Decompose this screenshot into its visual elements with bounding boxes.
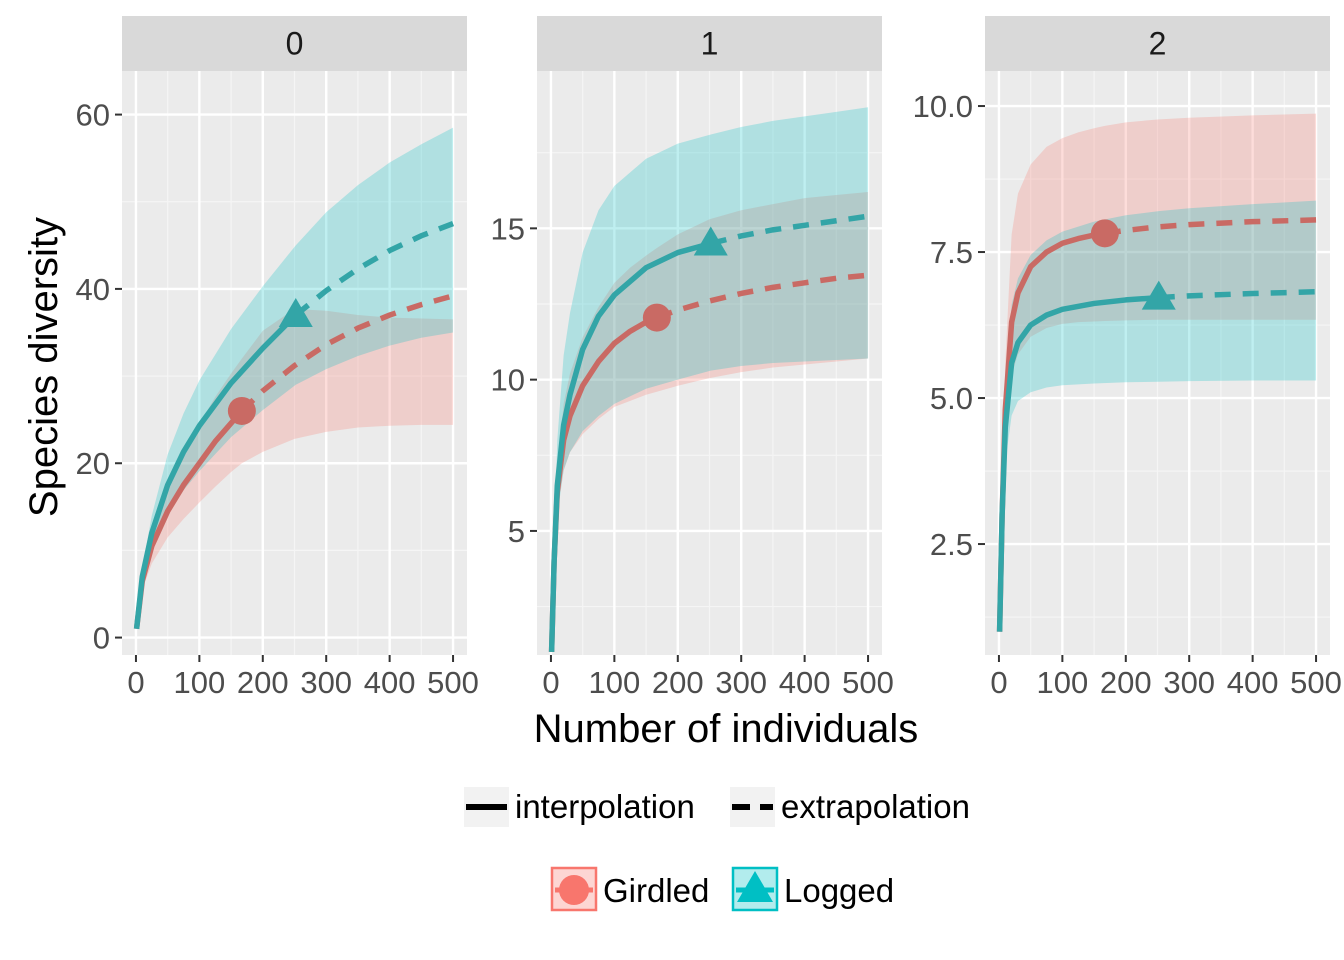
observed-point-girdled: [227, 396, 256, 425]
confidence-band-girdled: [136, 308, 454, 629]
legend-label-extrapolation: extrapolation: [781, 788, 970, 825]
x-tick-label: 200: [652, 665, 704, 700]
group-legend: Girdled Logged: [550, 866, 894, 912]
x-tick-label: 100: [589, 665, 641, 700]
legend-label-interpolation: interpolation: [515, 788, 695, 825]
x-tick-label: 400: [1227, 665, 1279, 700]
x-tick-label: 0: [990, 665, 1007, 700]
extrapolation-line-girdled: [1104, 217, 1317, 237]
y-axis-title: Species diversity: [22, 217, 66, 517]
y-tick-label: 60: [76, 98, 110, 133]
facet-strip-label: 2: [1149, 26, 1167, 62]
confidence-band-girdled: [551, 192, 869, 652]
observed-point-logged: [1141, 280, 1176, 310]
x-tick-label: 400: [364, 665, 416, 700]
x-tick-label: 300: [1163, 665, 1215, 700]
x-tick-label: 0: [127, 665, 144, 700]
confidence-band-logged: [136, 127, 454, 629]
x-tick-label: 300: [300, 665, 352, 700]
interpolation-line-logged: [996, 294, 1159, 632]
observed-point-girdled: [642, 303, 671, 332]
facet-strip-label: 0: [286, 26, 304, 62]
y-tick-label: 10.0: [913, 89, 973, 124]
extrapolation-line-logged: [294, 220, 455, 318]
x-tick-label: 100: [174, 665, 226, 700]
x-tick-label: 200: [1100, 665, 1152, 700]
legend-label-logged: Logged: [784, 872, 894, 909]
y-tick-label: 0: [93, 621, 110, 656]
y-tick-label: 15: [491, 211, 525, 246]
facet-strip: [537, 16, 882, 71]
y-tick-label: 20: [76, 446, 110, 481]
observed-point-girdled: [1090, 219, 1119, 248]
x-tick-label: 500: [842, 665, 894, 700]
facet-strip: [122, 16, 467, 71]
x-tick-label: 100: [1037, 665, 1089, 700]
interpolation-line-logged: [133, 313, 298, 630]
x-tick-label: 200: [237, 665, 289, 700]
facet-strip: [985, 16, 1330, 71]
x-tick-label: 500: [1290, 665, 1342, 700]
x-tick-label: 0: [542, 665, 559, 700]
y-tick-label: 5: [508, 514, 525, 549]
extrapolation-line-logged: [1158, 289, 1317, 301]
y-tick-label: 40: [76, 272, 110, 307]
linetype-legend: interpolation extrapolation: [464, 787, 970, 827]
confidence-band-logged: [551, 107, 869, 652]
x-tick-label: 500: [427, 665, 479, 700]
y-tick-label: 7.5: [930, 235, 973, 270]
y-tick-label: 5.0: [930, 381, 973, 416]
legend-triangle-icon: [737, 871, 773, 902]
observed-point-logged: [278, 298, 313, 328]
x-axis-title: Number of individuals: [534, 707, 919, 751]
legend-circle-icon: [559, 875, 589, 905]
y-tick-label: 2.5: [930, 527, 973, 562]
y-tick-label: 10: [491, 363, 525, 398]
interpolation-line-logged: [548, 240, 712, 653]
x-tick-label: 300: [715, 665, 767, 700]
x-tick-label: 400: [779, 665, 831, 700]
extrapolation-line-girdled: [239, 293, 454, 413]
confidence-band-girdled: [999, 113, 1317, 632]
legend-label-girdled: Girdled: [603, 872, 709, 909]
observed-point-logged: [693, 226, 728, 256]
extrapolation-line-girdled: [655, 272, 869, 321]
facet-strip-label: 1: [701, 26, 719, 62]
facet-panel-2: 2 0 100 200 300 400 500 2.5 5.0 7.5 10.0: [913, 16, 1342, 700]
